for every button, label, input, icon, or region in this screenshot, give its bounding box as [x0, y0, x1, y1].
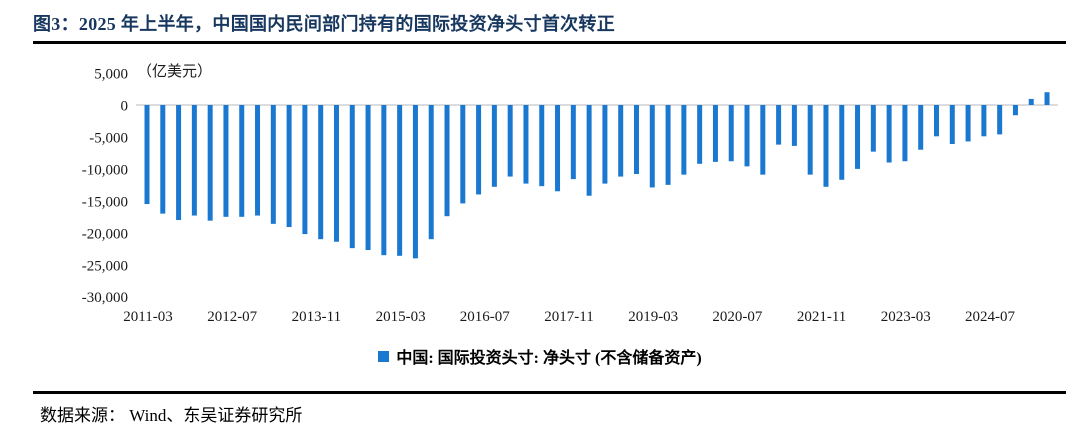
bar: [523, 105, 529, 184]
bar: [776, 105, 782, 145]
x-axis-tick-label: 2021-11: [797, 309, 846, 325]
bar: [507, 105, 513, 177]
bar: [1012, 105, 1018, 116]
bar: [791, 105, 797, 146]
bar: [649, 105, 655, 188]
x-axis-tick-label: 2015-03: [376, 309, 426, 325]
bar: [886, 105, 892, 163]
x-axis-tick-label: 2019-03: [628, 309, 678, 325]
bar: [207, 105, 213, 221]
bar: [997, 105, 1003, 135]
bar: [333, 105, 339, 242]
bar: [586, 105, 592, 196]
footer-divider: [33, 391, 1066, 394]
bar: [555, 105, 561, 192]
bar: [270, 105, 276, 224]
bar: [633, 105, 639, 175]
bar: [712, 105, 718, 162]
bar: [460, 105, 466, 204]
bar: [365, 105, 371, 251]
y-axis-tick-label: -15,000: [82, 194, 128, 210]
bar: [412, 105, 418, 259]
bar: [397, 105, 403, 256]
bar: [444, 105, 450, 217]
bar: [760, 105, 766, 175]
bar: [160, 105, 166, 214]
y-axis-tick-label: -25,000: [82, 258, 128, 274]
bar: [381, 105, 387, 256]
bar: [728, 105, 734, 162]
bar: [697, 105, 703, 164]
bar: [191, 105, 197, 216]
bar: [665, 105, 671, 185]
bar: [1044, 92, 1050, 105]
bar: [965, 105, 971, 142]
y-axis-tick-label: 0: [121, 99, 129, 115]
bar: [286, 105, 292, 228]
x-axis-tick-label: 2017-11: [544, 309, 593, 325]
bar: [870, 105, 876, 152]
bar: [807, 105, 813, 175]
legend-marker-square: [378, 350, 390, 362]
x-axis-tick-label: 2013-11: [292, 309, 341, 325]
x-axis-tick-label: 2020-07: [712, 309, 762, 325]
bar: [239, 105, 245, 217]
bar: [144, 105, 150, 205]
y-axis-tick-label: -10,000: [82, 162, 128, 178]
bar: [602, 105, 608, 184]
bar: [681, 105, 687, 175]
bar: [255, 105, 261, 216]
bar: [981, 105, 987, 137]
figure-title: 图3：2025 年上半年，中国国内民间部门持有的国际投资净头寸首次转正: [33, 14, 615, 34]
legend-label: 中国: 国际投资头寸: 净头寸 (不含储备资产): [396, 350, 702, 367]
bar: [744, 105, 750, 167]
bar: [491, 105, 497, 187]
bar: [428, 105, 434, 240]
legend: 中国: 国际投资头寸: 净头寸 (不含储备资产): [0, 344, 1080, 368]
x-axis-tick-label: 2016-07: [460, 309, 510, 325]
bar: [539, 105, 545, 187]
bar: [1028, 98, 1034, 105]
bar: [949, 105, 955, 144]
y-axis-tick-label: 5,000: [94, 67, 128, 83]
x-axis-tick-label: 2024-07: [965, 309, 1015, 325]
x-axis-tick-label: 2012-07: [207, 309, 257, 325]
bar: [570, 105, 576, 180]
y-axis-tick-label: -5,000: [89, 130, 128, 146]
axis-unit-label: （亿美元）: [137, 64, 213, 80]
bar: [902, 105, 908, 162]
bar: [318, 105, 324, 240]
bar: [839, 105, 845, 180]
title-divider: [33, 41, 1066, 44]
bar: [823, 105, 829, 187]
bar: [618, 105, 624, 177]
bar: [918, 105, 924, 150]
data-source: 数据来源： Wind、东吴证券研究所: [40, 406, 303, 425]
bar: [934, 105, 939, 137]
x-axis-tick-label: 2023-03: [881, 309, 931, 325]
x-axis-tick-label: 2011-03: [123, 309, 172, 325]
y-axis-tick-label: -30,000: [82, 290, 128, 306]
bar: [176, 105, 182, 221]
bar: [349, 105, 355, 249]
bar: [302, 105, 308, 235]
bar: [476, 105, 482, 195]
bar: [223, 105, 229, 217]
bar: [855, 105, 861, 169]
y-axis-tick-label: -20,000: [82, 226, 128, 242]
